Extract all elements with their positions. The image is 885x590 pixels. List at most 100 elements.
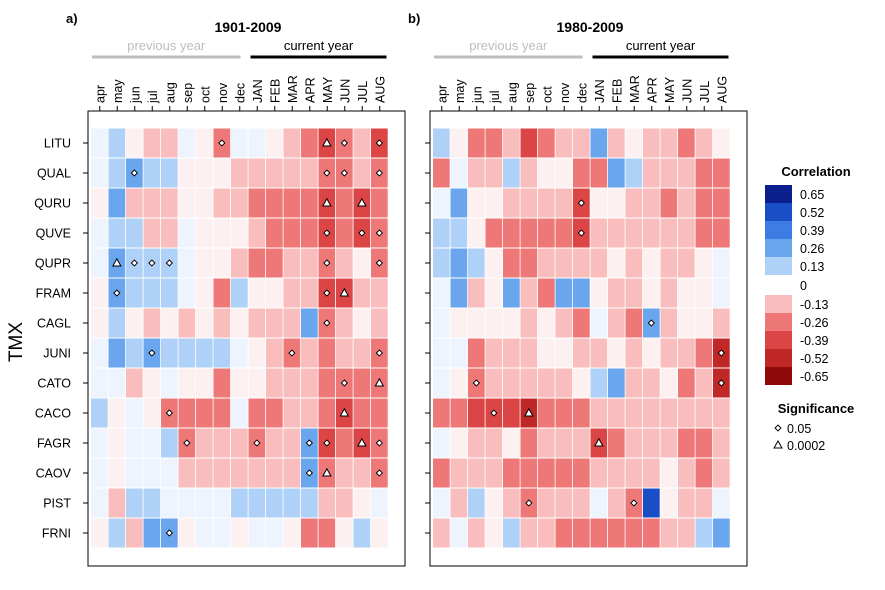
heatmap-cell xyxy=(91,128,108,158)
month-tick-label: APR xyxy=(303,77,317,103)
heatmap-cell xyxy=(283,248,301,278)
heatmap-cell xyxy=(231,308,248,338)
heatmap-panel: b) 1980-2009 previous year current year apr m… xyxy=(408,11,748,567)
heatmap-cell xyxy=(371,308,388,338)
significance-marker xyxy=(524,407,534,417)
significance-marker xyxy=(165,529,173,537)
heatmap-cell xyxy=(538,398,555,428)
heatmap-cell xyxy=(450,308,468,338)
heatmap-cell xyxy=(178,248,196,278)
heatmap-cell xyxy=(573,338,590,368)
heatmap-cell xyxy=(161,428,178,458)
heatmap-cell xyxy=(590,518,608,548)
heatmap-cell xyxy=(231,398,248,428)
significance-marker xyxy=(577,229,585,237)
heatmap-cell xyxy=(450,368,468,398)
heatmap-cell xyxy=(91,398,108,428)
heatmap-cell xyxy=(538,128,555,158)
heatmap-cell xyxy=(126,488,143,518)
heatmap-cell xyxy=(231,188,248,218)
month-tick-label: AUG xyxy=(715,76,729,103)
heatmap-cell xyxy=(283,428,301,458)
panel-title: 1980-2009 xyxy=(557,19,624,35)
heatmap-cell xyxy=(555,428,573,458)
heatmap-cell xyxy=(126,518,143,548)
heatmap-cell xyxy=(608,248,625,278)
heatmap-cell xyxy=(450,398,468,428)
heatmap-cell xyxy=(713,188,730,218)
heatmap-cell xyxy=(713,308,730,338)
heatmap-cell xyxy=(503,188,520,218)
heatmap-cell xyxy=(318,518,336,548)
heatmap-panel: a) 1901-2009 previous year current year apr m… xyxy=(34,11,406,567)
month-tick-label: nov xyxy=(558,82,572,103)
significance-marker xyxy=(647,319,655,327)
legend-swatch xyxy=(765,203,792,221)
month-tick-label: jul xyxy=(488,90,502,104)
heatmap-cell xyxy=(433,488,450,518)
significance-marker xyxy=(340,379,348,387)
heatmap-cell xyxy=(485,218,503,248)
heatmap-cell xyxy=(660,338,678,368)
legend-label: -0.52 xyxy=(800,352,829,366)
significance-marker xyxy=(717,349,725,357)
heatmap-cell xyxy=(608,368,625,398)
legend-swatch xyxy=(765,257,792,275)
month-tick-label: apr xyxy=(435,85,449,103)
significance-marker xyxy=(375,349,383,357)
legend-swatch xyxy=(765,239,792,257)
heatmap-cell xyxy=(353,398,371,428)
heatmap-cell xyxy=(91,188,108,218)
legend-label: -0.39 xyxy=(800,334,829,348)
significance-marker xyxy=(165,409,173,417)
heatmap-cell xyxy=(520,458,538,488)
heatmap-cell xyxy=(660,158,678,188)
heatmap-cell xyxy=(450,128,468,158)
heatmap-cell xyxy=(468,128,485,158)
heatmap-cell xyxy=(573,158,590,188)
heatmap-cell xyxy=(126,308,143,338)
heatmap-cell xyxy=(283,188,301,218)
heatmap-cell xyxy=(353,338,371,368)
heatmap-cell xyxy=(660,188,678,218)
heatmap-cell xyxy=(485,338,503,368)
heatmap-cell xyxy=(660,368,678,398)
heatmap-cell xyxy=(590,248,608,278)
heatmap-cell xyxy=(178,398,196,428)
species-label: CAOV xyxy=(36,467,72,481)
heatmap-cell xyxy=(108,128,126,158)
legend-label: 0.65 xyxy=(800,188,824,202)
heatmap-cell xyxy=(126,428,143,458)
legend-label: 0.13 xyxy=(800,260,824,274)
heatmap-cell xyxy=(301,218,318,248)
significance-marker xyxy=(375,139,383,147)
heatmap-cell xyxy=(248,398,266,428)
heatmap-cell xyxy=(283,128,301,158)
heatmap-cell xyxy=(713,278,730,308)
significance-marker xyxy=(323,289,331,297)
legend-swatch xyxy=(765,349,792,367)
legend-swatch xyxy=(765,331,792,349)
heatmap-cell xyxy=(283,518,301,548)
heatmap-cell xyxy=(608,518,625,548)
heatmap-cell xyxy=(538,308,555,338)
month-tick-label: FEB xyxy=(268,79,282,103)
heatmap-cell xyxy=(555,278,573,308)
month-tick-label: oct xyxy=(540,86,554,103)
species-label: QUPR xyxy=(35,257,71,271)
month-tick-label: aug xyxy=(505,82,519,103)
heatmap-cell xyxy=(196,368,213,398)
heatmap-cell xyxy=(590,218,608,248)
legend-title: Correlation xyxy=(781,164,850,179)
significance-marker xyxy=(322,137,332,147)
heatmap-cell xyxy=(590,488,608,518)
heatmap-cell xyxy=(266,248,283,278)
heatmap-cell xyxy=(538,218,555,248)
month-tick-label: jun xyxy=(470,86,484,104)
heatmap-cell xyxy=(248,338,266,368)
heatmap-cell xyxy=(713,128,730,158)
heatmap-cell xyxy=(450,158,468,188)
heatmap-cell xyxy=(433,158,450,188)
heatmap-cell xyxy=(161,368,178,398)
significance-marker xyxy=(305,469,313,477)
